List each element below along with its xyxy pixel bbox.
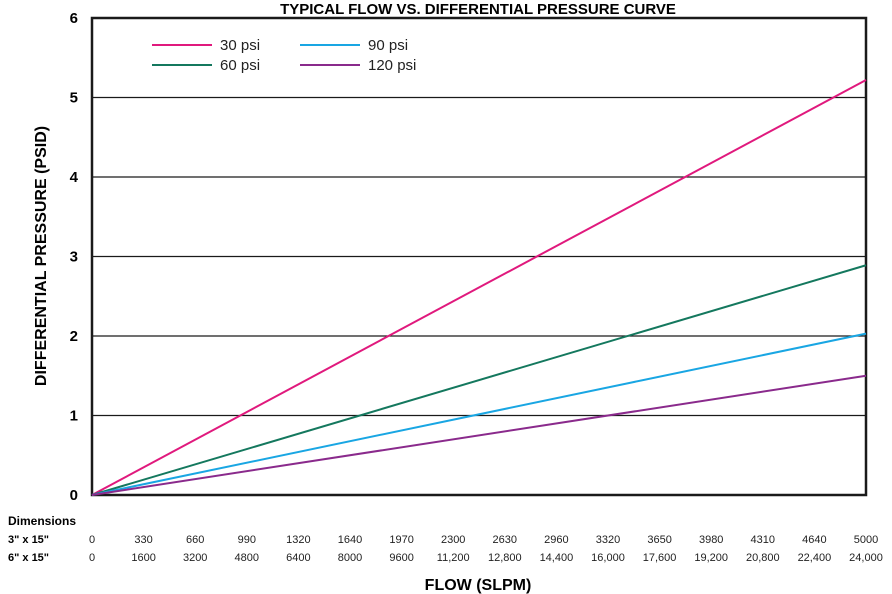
y-tick-label: 3 bbox=[70, 249, 78, 266]
x-tick-label: 24,000 bbox=[849, 552, 883, 564]
y-axis-label: DIFFERENTIAL PRESSURE (PSID) bbox=[33, 126, 50, 386]
y-tick-label: 5 bbox=[70, 90, 78, 107]
legend: 30 psi 60 psi 90 psi 120 psi bbox=[152, 37, 416, 74]
x-axis-rows: 3" x 15" 0 330 660 990 1320 1640 1970 2300 2630 29… bbox=[8, 534, 883, 564]
x-tick-label: 1600 bbox=[131, 552, 155, 564]
grid-lines bbox=[92, 96, 866, 417]
x-tick-label: 3980 bbox=[699, 534, 723, 546]
series-line-30-psi bbox=[91, 79, 867, 496]
x-tick-label: 17,600 bbox=[643, 552, 677, 564]
x-tick-label: 1640 bbox=[338, 534, 362, 546]
x-tick-label: 4800 bbox=[235, 552, 259, 564]
x-tick-label: 660 bbox=[186, 534, 204, 546]
y-tick-label: 6 bbox=[70, 10, 78, 27]
x-tick-label: 990 bbox=[238, 534, 256, 546]
dimension-row-label: 6" x 15" bbox=[8, 552, 49, 564]
x-tick-label: 19,200 bbox=[694, 552, 728, 564]
dimensions-header: Dimensions bbox=[8, 514, 76, 528]
chart-title: TYPICAL FLOW VS. DIFFERENTIAL PRESSURE C… bbox=[280, 1, 676, 18]
series-lines bbox=[91, 79, 867, 496]
x-tick-label: 2300 bbox=[441, 534, 465, 546]
x-tick-label: 6400 bbox=[286, 552, 310, 564]
y-tick-labels: 0 1 2 3 4 5 6 bbox=[70, 10, 79, 504]
x-tick-label: 14,400 bbox=[540, 552, 574, 564]
legend-label: 30 psi bbox=[220, 37, 260, 54]
x-tick-label: 16,000 bbox=[591, 552, 625, 564]
dimension-row-label: 3" x 15" bbox=[8, 534, 49, 546]
x-tick-label: 4310 bbox=[751, 534, 775, 546]
series-line-60-psi bbox=[91, 264, 867, 496]
series-line-90-psi bbox=[91, 332, 867, 496]
x-tick-label: 0 bbox=[89, 552, 95, 564]
series-line-120-psi bbox=[91, 374, 867, 496]
x-tick-label: 20,800 bbox=[746, 552, 780, 564]
x-tick-label: 9600 bbox=[389, 552, 413, 564]
x-tick-label: 3650 bbox=[647, 534, 671, 546]
x-tick-label: 5000 bbox=[854, 534, 878, 546]
y-tick-label: 1 bbox=[70, 408, 78, 425]
y-tick-label: 2 bbox=[70, 328, 78, 345]
x-tick-label: 12,800 bbox=[488, 552, 522, 564]
legend-label: 90 psi bbox=[368, 37, 408, 54]
x-tick-label: 3200 bbox=[183, 552, 207, 564]
x-tick-label: 8000 bbox=[338, 552, 362, 564]
y-tick-label: 4 bbox=[70, 169, 79, 186]
x-tick-label: 0 bbox=[89, 534, 95, 546]
x-tick-label: 1970 bbox=[389, 534, 413, 546]
x-tick-label: 11,200 bbox=[437, 552, 470, 564]
x-tick-label: 22,400 bbox=[798, 552, 832, 564]
x-axis-label: FLOW (SLPM) bbox=[425, 577, 532, 594]
legend-label: 120 psi bbox=[368, 57, 416, 74]
y-tick-label: 0 bbox=[70, 487, 78, 504]
x-tick-label: 2960 bbox=[544, 534, 568, 546]
x-tick-label: 4640 bbox=[802, 534, 826, 546]
x-tick-label: 1320 bbox=[286, 534, 310, 546]
legend-label: 60 psi bbox=[220, 57, 260, 74]
x-tick-label: 330 bbox=[134, 534, 152, 546]
x-tick-label: 2630 bbox=[493, 534, 517, 546]
x-tick-label: 3320 bbox=[596, 534, 620, 546]
